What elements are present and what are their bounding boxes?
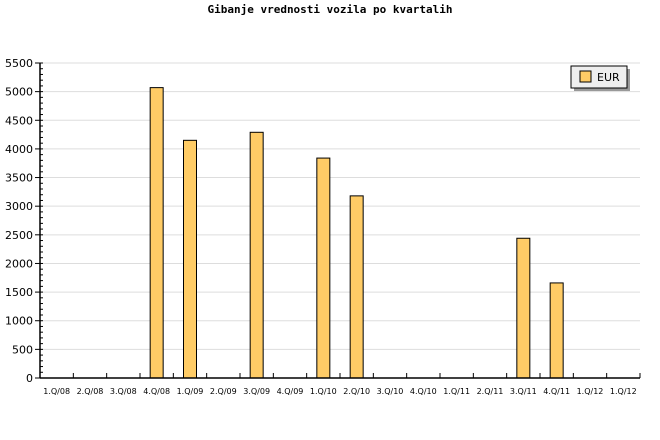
y-tick-label: 5500 [5,57,33,70]
x-tick-label: 2.Q/09 [210,387,237,396]
bar [316,157,331,379]
x-tick-label: 3.Q/11 [510,387,537,396]
x-tick-label: 3.Q/09 [243,387,270,396]
x-tick-label: 1.Q/09 [177,387,204,396]
y-tick-label: 2000 [5,257,33,270]
legend-label: EUR [597,71,620,84]
x-tick-label: 1.Q/10 [310,387,337,396]
x-tick-label: 1.Q/12 [610,387,637,396]
legend-swatch [579,70,592,83]
y-tick-label: 5000 [5,86,33,99]
y-tick-label: 1500 [5,286,33,299]
bar [183,139,197,379]
x-tick-label: 3.Q/10 [377,387,404,396]
chart-title: Gibanje vrednosti vozila po kvartalih [207,3,453,16]
y-tick-label: 4500 [5,114,33,127]
x-tick-label: 2.Q/08 [77,387,104,396]
y-tick-label: 3000 [5,200,33,213]
x-tick-label: 4.Q/10 [410,387,437,396]
x-tick-label: 1.Q/11 [443,387,470,396]
bar [149,87,164,379]
bar [349,195,364,379]
x-tick-label: 4.Q/08 [143,387,170,396]
x-tick-label: 1.Q/08 [43,387,70,396]
bar [549,282,564,379]
bar [249,131,264,379]
x-tick-label: 4.Q/11 [543,387,570,396]
x-tick-label: 2.Q/11 [477,387,504,396]
x-tick-label: 2.Q/10 [343,387,370,396]
bar [516,237,531,379]
x-tick-label: 1.Q/12 [577,387,604,396]
y-tick-label: 0 [26,372,33,385]
y-tick-label: 500 [12,343,33,356]
y-tick-label: 3500 [5,172,33,185]
y-tick-label: 1000 [5,315,33,328]
y-tick-label: 2500 [5,229,33,242]
x-tick-label: 3.Q/08 [110,387,137,396]
y-tick-label: 4000 [5,143,33,156]
x-tick-label: 4.Q/09 [277,387,304,396]
